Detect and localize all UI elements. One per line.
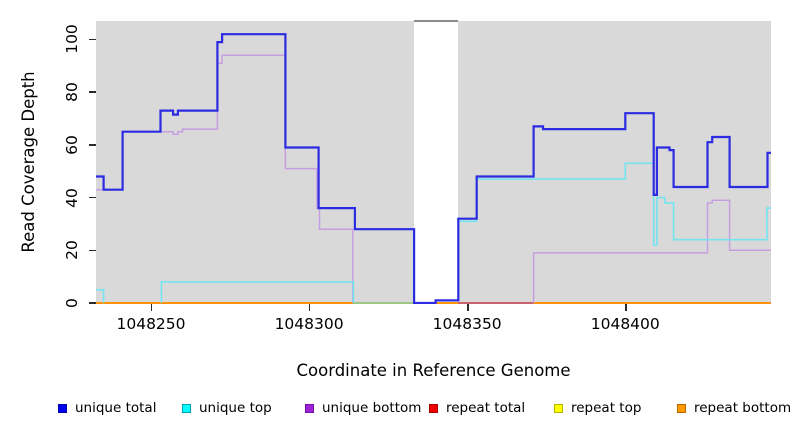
series-unique-bottom <box>532 199 771 303</box>
legend-swatch-icon <box>554 403 563 413</box>
legend-item-repeat-bottom: repeat bottom <box>677 400 791 416</box>
series-lines <box>96 33 771 304</box>
y-tick-label: 60 <box>63 135 81 155</box>
x-tick-label: 1048350 <box>432 315 502 333</box>
x-tick-mark <box>467 304 469 311</box>
series-unique-bottom <box>96 54 354 303</box>
legend-swatch-icon <box>305 403 314 413</box>
legend-label: unique total <box>75 400 157 416</box>
y-axis-title: Read Coverage Depth <box>18 71 38 253</box>
legend-swatch-icon <box>677 403 686 413</box>
x-tick-label: 1048400 <box>590 315 660 333</box>
y-tick-mark <box>89 91 96 93</box>
x-axis-title: Coordinate in Reference Genome <box>296 361 571 380</box>
x-tick-mark <box>625 304 627 311</box>
y-tick-mark <box>89 302 96 304</box>
y-tick-label: 0 <box>63 298 81 308</box>
no-data-gap-top-border <box>414 20 459 22</box>
x-tick-mark <box>151 304 153 311</box>
legend-label: unique top <box>199 400 272 416</box>
y-tick-label: 20 <box>63 240 81 261</box>
series-unique-top <box>160 281 355 303</box>
y-tick-mark <box>89 144 96 146</box>
series-unique-total <box>96 33 771 304</box>
legend-item-repeat-top: repeat top <box>554 400 641 416</box>
legend-swatch-icon <box>58 403 67 413</box>
no-data-gap <box>414 21 459 304</box>
legend-label: repeat total <box>446 400 526 416</box>
x-tick-label: 1048300 <box>274 315 344 333</box>
legend-label: repeat top <box>571 400 642 416</box>
legend-label: unique bottom <box>322 400 422 416</box>
legend-swatch-icon <box>429 403 438 413</box>
x-tick-label: 1048250 <box>116 315 186 333</box>
y-tick-mark <box>89 38 96 41</box>
x-tick-mark <box>309 304 311 311</box>
legend-label: repeat bottom <box>694 400 792 416</box>
legend-item-unique-bottom: unique bottom <box>305 400 421 416</box>
y-tick-label: 80 <box>63 82 81 103</box>
y-tick-label: 40 <box>63 187 81 208</box>
y-tick-mark <box>89 196 96 199</box>
legend-item-repeat-total: repeat total <box>429 400 525 416</box>
series-unique-top <box>434 162 771 303</box>
legend-swatch-icon <box>182 403 191 413</box>
legend-item-unique-total: unique total <box>58 400 156 416</box>
legend-item-unique-top: unique top <box>182 400 272 416</box>
y-tick-label: 100 <box>63 24 81 55</box>
series-unique-top <box>96 289 105 303</box>
y-tick-mark <box>89 249 96 251</box>
